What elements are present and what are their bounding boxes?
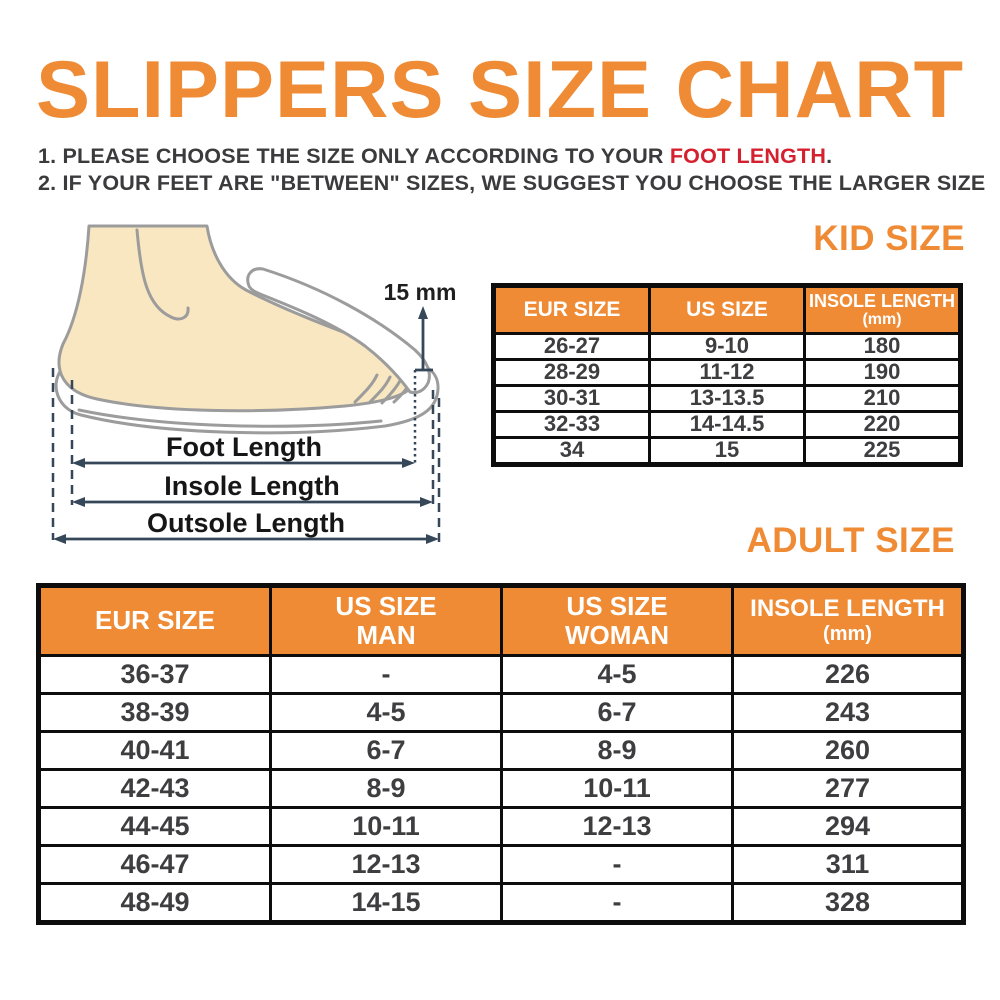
kid-cell: 220 xyxy=(806,411,958,436)
kid-cell: 28-29 xyxy=(496,359,648,384)
foot-measurement-diagram: 15 mm Foot Length Insole Length Outsole … xyxy=(51,224,457,544)
adult-cell: - xyxy=(503,885,731,920)
adult-header-us-woman: US SIZE WOMAN xyxy=(503,588,731,654)
outsole-length-label: Outsole Length xyxy=(147,508,345,538)
adult-cell: 14-15 xyxy=(272,885,500,920)
adult-cell: 226 xyxy=(734,657,961,692)
adult-cell: 8-9 xyxy=(272,771,500,806)
adult-header-insole: INSOLE LENGTH (mm) xyxy=(734,588,961,654)
gap-label: 15 mm xyxy=(384,279,457,305)
foot-length-arrow xyxy=(72,458,415,468)
kid-header-us: US SIZE xyxy=(651,288,803,332)
adult-cell: 243 xyxy=(734,695,961,730)
adult-cell: 10-11 xyxy=(272,809,500,844)
kid-cell: 26-27 xyxy=(496,333,648,358)
kid-size-heading: KID SIZE xyxy=(813,219,965,258)
kid-cell: 190 xyxy=(806,359,958,384)
instruction-2: 2. IF YOUR FEET ARE "BETWEEN" SIZES, WE … xyxy=(38,171,986,195)
kid-cell: 30-31 xyxy=(496,385,648,410)
adult-cell: 10-11 xyxy=(503,771,731,806)
kid-header-insole: INSOLE LENGTH (mm) xyxy=(806,288,958,332)
adult-header-eur: EUR SIZE xyxy=(41,588,269,654)
kid-cell: 15 xyxy=(651,437,803,462)
page-title: SLIPPERS SIZE CHART xyxy=(35,45,965,135)
foot-shape xyxy=(57,224,423,413)
kid-cell: 180 xyxy=(806,333,958,358)
gap-arrow xyxy=(415,306,433,372)
foot-length-label: Foot Length xyxy=(166,432,322,462)
adult-cell: - xyxy=(272,657,500,692)
instruction-1: 1. PLEASE CHOOSE THE SIZE ONLY ACCORDING… xyxy=(38,143,978,170)
adult-cell: 42-43 xyxy=(41,771,269,806)
adult-cell: 328 xyxy=(734,885,961,920)
adult-cell: - xyxy=(503,847,731,882)
adult-cell: 277 xyxy=(734,771,961,806)
slipper-band xyxy=(246,267,431,395)
insole-length-label: Insole Length xyxy=(164,471,340,501)
adult-cell: 44-45 xyxy=(41,809,269,844)
adult-cell: 12-13 xyxy=(503,809,731,844)
adult-cell: 36-37 xyxy=(41,657,269,692)
kid-cell: 14-14.5 xyxy=(651,411,803,436)
sole-bottom-seam xyxy=(77,408,383,428)
ankle-tendon-line xyxy=(135,228,190,321)
adult-cell: 311 xyxy=(734,847,961,882)
adult-cell: 8-9 xyxy=(503,733,731,768)
adult-cell: 260 xyxy=(734,733,961,768)
adult-cell: 38-39 xyxy=(41,695,269,730)
kid-cell: 9-10 xyxy=(651,333,803,358)
adult-cell: 46-47 xyxy=(41,847,269,882)
kid-cell: 13-13.5 xyxy=(651,385,803,410)
kid-cell: 225 xyxy=(806,437,958,462)
kid-cell: 210 xyxy=(806,385,958,410)
kid-cell: 11-12 xyxy=(651,359,803,384)
adult-cell: 4-5 xyxy=(272,695,500,730)
kid-header-eur: EUR SIZE xyxy=(496,288,648,332)
kid-cell: 34 xyxy=(496,437,648,462)
adult-cell: 6-7 xyxy=(503,695,731,730)
adult-cell: 40-41 xyxy=(41,733,269,768)
kid-size-table: EUR SIZE US SIZE INSOLE LENGTH (mm) 26-27… xyxy=(491,283,963,467)
adult-cell: 294 xyxy=(734,809,961,844)
instruction-1-lead: 1. PLEASE CHOOSE THE SIZE ONLY ACCORDING… xyxy=(38,144,670,168)
outsole-length-arrow xyxy=(53,534,439,544)
adult-cell: 4-5 xyxy=(503,657,731,692)
adult-cell: 48-49 xyxy=(41,885,269,920)
adult-header-us-man: US SIZE MAN xyxy=(272,588,500,654)
kid-cell: 32-33 xyxy=(496,411,648,436)
adult-size-heading: ADULT SIZE xyxy=(746,521,955,560)
instruction-1-tail: . xyxy=(826,144,833,168)
foot-length-highlight: FOOT LENGTH xyxy=(669,144,827,168)
adult-size-table: EUR SIZE US SIZE MAN US SIZE WOMAN INSOLE … xyxy=(36,583,966,925)
adult-cell: 12-13 xyxy=(272,847,500,882)
adult-cell: 6-7 xyxy=(272,733,500,768)
instructions: 1. PLEASE CHOOSE THE SIZE ONLY ACCORDING… xyxy=(38,143,986,197)
insole-length-arrow xyxy=(72,497,433,507)
